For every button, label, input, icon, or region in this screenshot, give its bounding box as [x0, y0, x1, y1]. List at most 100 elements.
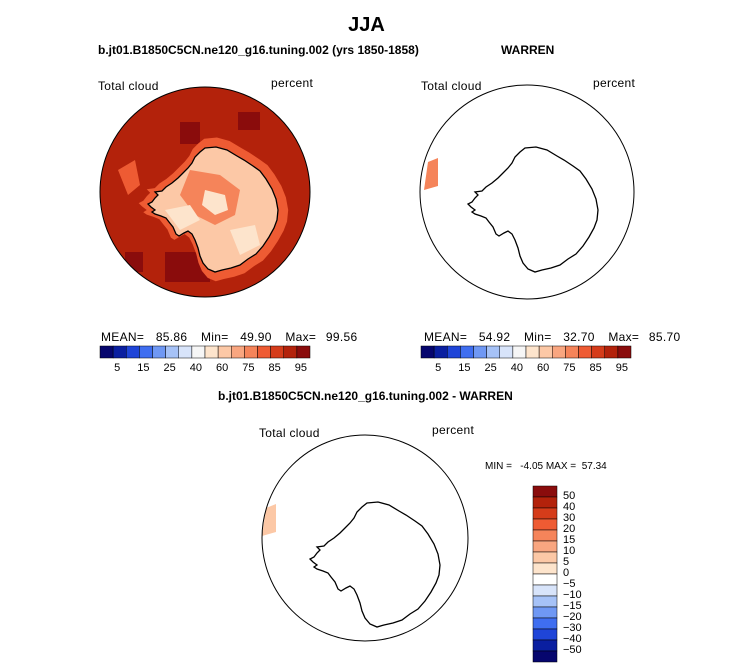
- diff-colorbar-swatch: [532, 529, 558, 542]
- model-colorbar-label: 60: [216, 362, 229, 374]
- diff-colorbar-label: 20: [563, 523, 576, 535]
- obs-colorbar-label: 85: [589, 362, 602, 374]
- obs-case-title: WARREN: [501, 43, 555, 57]
- diff-minmax: MIN = -4.05 MAX = 57.34: [485, 461, 607, 472]
- diff-colorbar-swatch: [532, 650, 558, 663]
- diff-colorbar-swatch: [532, 606, 558, 619]
- diff-colorbar-swatch: [532, 573, 558, 586]
- obs-colorbar-swatch: [460, 345, 474, 359]
- model-colorbar-label: 5: [114, 362, 121, 374]
- model-min-label: Min=: [201, 330, 229, 344]
- model-colorbar-swatch: [296, 345, 311, 359]
- diff-map: [261, 434, 469, 642]
- obs-map: [419, 84, 635, 300]
- diff-colorbar-label: −5: [563, 578, 576, 590]
- model-max: 99.56: [325, 330, 358, 344]
- diff-colorbar-swatch: [532, 562, 558, 575]
- obs-colorbar-swatch: [486, 345, 500, 359]
- diff-colorbar-label: 10: [563, 545, 576, 557]
- model-colorbar-swatch: [112, 345, 127, 359]
- obs-colorbar-swatch: [499, 345, 514, 359]
- obs-colorbar-label: 95: [615, 362, 628, 374]
- model-case-title: b.jt01.B1850C5CN.ne120_g16.tuning.002 (y…: [98, 43, 419, 57]
- model-colorbar-swatch: [217, 345, 232, 359]
- obs-colorbar-swatch: [420, 345, 435, 359]
- model-colorbar-label: 75: [242, 362, 255, 374]
- obs-colorbar-swatch: [552, 345, 566, 359]
- obs-colorbar-swatch: [447, 345, 461, 359]
- obs-colorbar-swatch: [617, 345, 632, 359]
- obs-min: 32.70: [563, 330, 595, 344]
- diff-colorbar-label: 50: [563, 490, 576, 502]
- diff-colorbar-label: −20: [563, 611, 582, 623]
- diff-case-title: b.jt01.B1850C5CN.ne120_g16.tuning.002 - …: [218, 389, 513, 403]
- diff-colorbar-label: 40: [563, 501, 576, 513]
- diff-colorbar-labels: 50 40 30 20 15 10 5 0 −5 −10 −15 −20 −30 −40 −50: [563, 486, 593, 662]
- obs-colorbar-swatch: [591, 345, 605, 359]
- obs-colorbar-swatch: [512, 345, 527, 359]
- obs-colorbar-swatch: [473, 345, 487, 359]
- obs-mean-label: MEAN=: [424, 330, 468, 344]
- diff-colorbar-swatch: [532, 628, 558, 641]
- model-colorbar-swatch: [178, 345, 193, 359]
- model-mean-label: MEAN=: [101, 330, 145, 344]
- diff-colorbar: [532, 485, 558, 663]
- model-colorbar-label: 40: [189, 362, 202, 374]
- model-colorbar-swatch: [152, 345, 166, 359]
- obs-colorbar-swatch: [565, 345, 579, 359]
- obs-colorbar-label: 60: [537, 362, 550, 374]
- model-colorbar-swatch: [126, 345, 140, 359]
- model-colorbar-swatch: [204, 345, 219, 359]
- obs-colorbar: [420, 345, 632, 359]
- obs-colorbar-label: 5: [435, 362, 442, 374]
- diff-colorbar-swatch: [532, 639, 558, 652]
- diff-colorbar-swatch: [532, 551, 558, 564]
- diff-var-label: Total cloud: [259, 426, 320, 440]
- model-colorbar-swatch: [283, 345, 298, 359]
- model-stats: MEAN= 85.86 Min= 49.90 Max= 99.56: [101, 330, 357, 344]
- model-min: 49.90: [240, 330, 272, 344]
- obs-colorbar-label: 75: [563, 362, 576, 374]
- figure-title: JJA: [348, 14, 385, 36]
- obs-max-label: Max=: [608, 330, 640, 344]
- obs-colorbar-swatch: [433, 345, 448, 359]
- model-colorbar-swatch: [99, 345, 114, 359]
- diff-colorbar-label: 5: [563, 556, 570, 568]
- obs-colorbar-swatch: [578, 345, 592, 359]
- diff-units: percent: [432, 423, 475, 437]
- model-colorbar-labels: 5 15 25 40 60 75 85 95: [100, 362, 310, 376]
- diff-colorbar-label: −30: [563, 622, 582, 634]
- diff-colorbar-swatch: [532, 496, 558, 509]
- diff-colorbar-label: 0: [563, 567, 570, 579]
- model-colorbar: [99, 345, 311, 359]
- diff-colorbar-label: −40: [563, 633, 582, 645]
- obs-colorbar-swatch: [538, 345, 553, 359]
- diff-colorbar-swatch: [532, 518, 558, 531]
- model-max-label: Max=: [285, 330, 317, 344]
- model-mean: 85.86: [155, 330, 188, 344]
- model-colorbar-swatch: [231, 345, 245, 359]
- diff-colorbar-swatch: [532, 617, 558, 630]
- model-colorbar-swatch: [191, 345, 206, 359]
- diff-colorbar-swatch: [532, 540, 558, 553]
- diff-colorbar-label: −10: [563, 589, 582, 601]
- model-colorbar-label: 15: [137, 362, 150, 374]
- model-colorbar-swatch: [270, 345, 284, 359]
- diff-colorbar-swatch: [532, 485, 558, 498]
- obs-colorbar-labels: 5 15 25 40 60 75 85 95: [421, 362, 631, 376]
- model-colorbar-swatch: [139, 345, 153, 359]
- diff-colorbar-swatch: [532, 507, 558, 520]
- diff-colorbar-label: −50: [563, 644, 582, 656]
- obs-units: percent: [593, 76, 636, 90]
- diff-colorbar-label: 30: [563, 512, 576, 524]
- obs-colorbar-label: 40: [510, 362, 523, 374]
- model-colorbar-label: 85: [268, 362, 281, 374]
- obs-colorbar-label: 15: [458, 362, 471, 374]
- obs-colorbar-label: 25: [484, 362, 497, 374]
- obs-colorbar-swatch: [525, 345, 540, 359]
- obs-mean: 54.92: [478, 330, 511, 344]
- obs-var-label: Total cloud: [421, 79, 482, 93]
- obs-min-label: Min=: [524, 330, 552, 344]
- diff-colorbar-label: 15: [563, 534, 576, 546]
